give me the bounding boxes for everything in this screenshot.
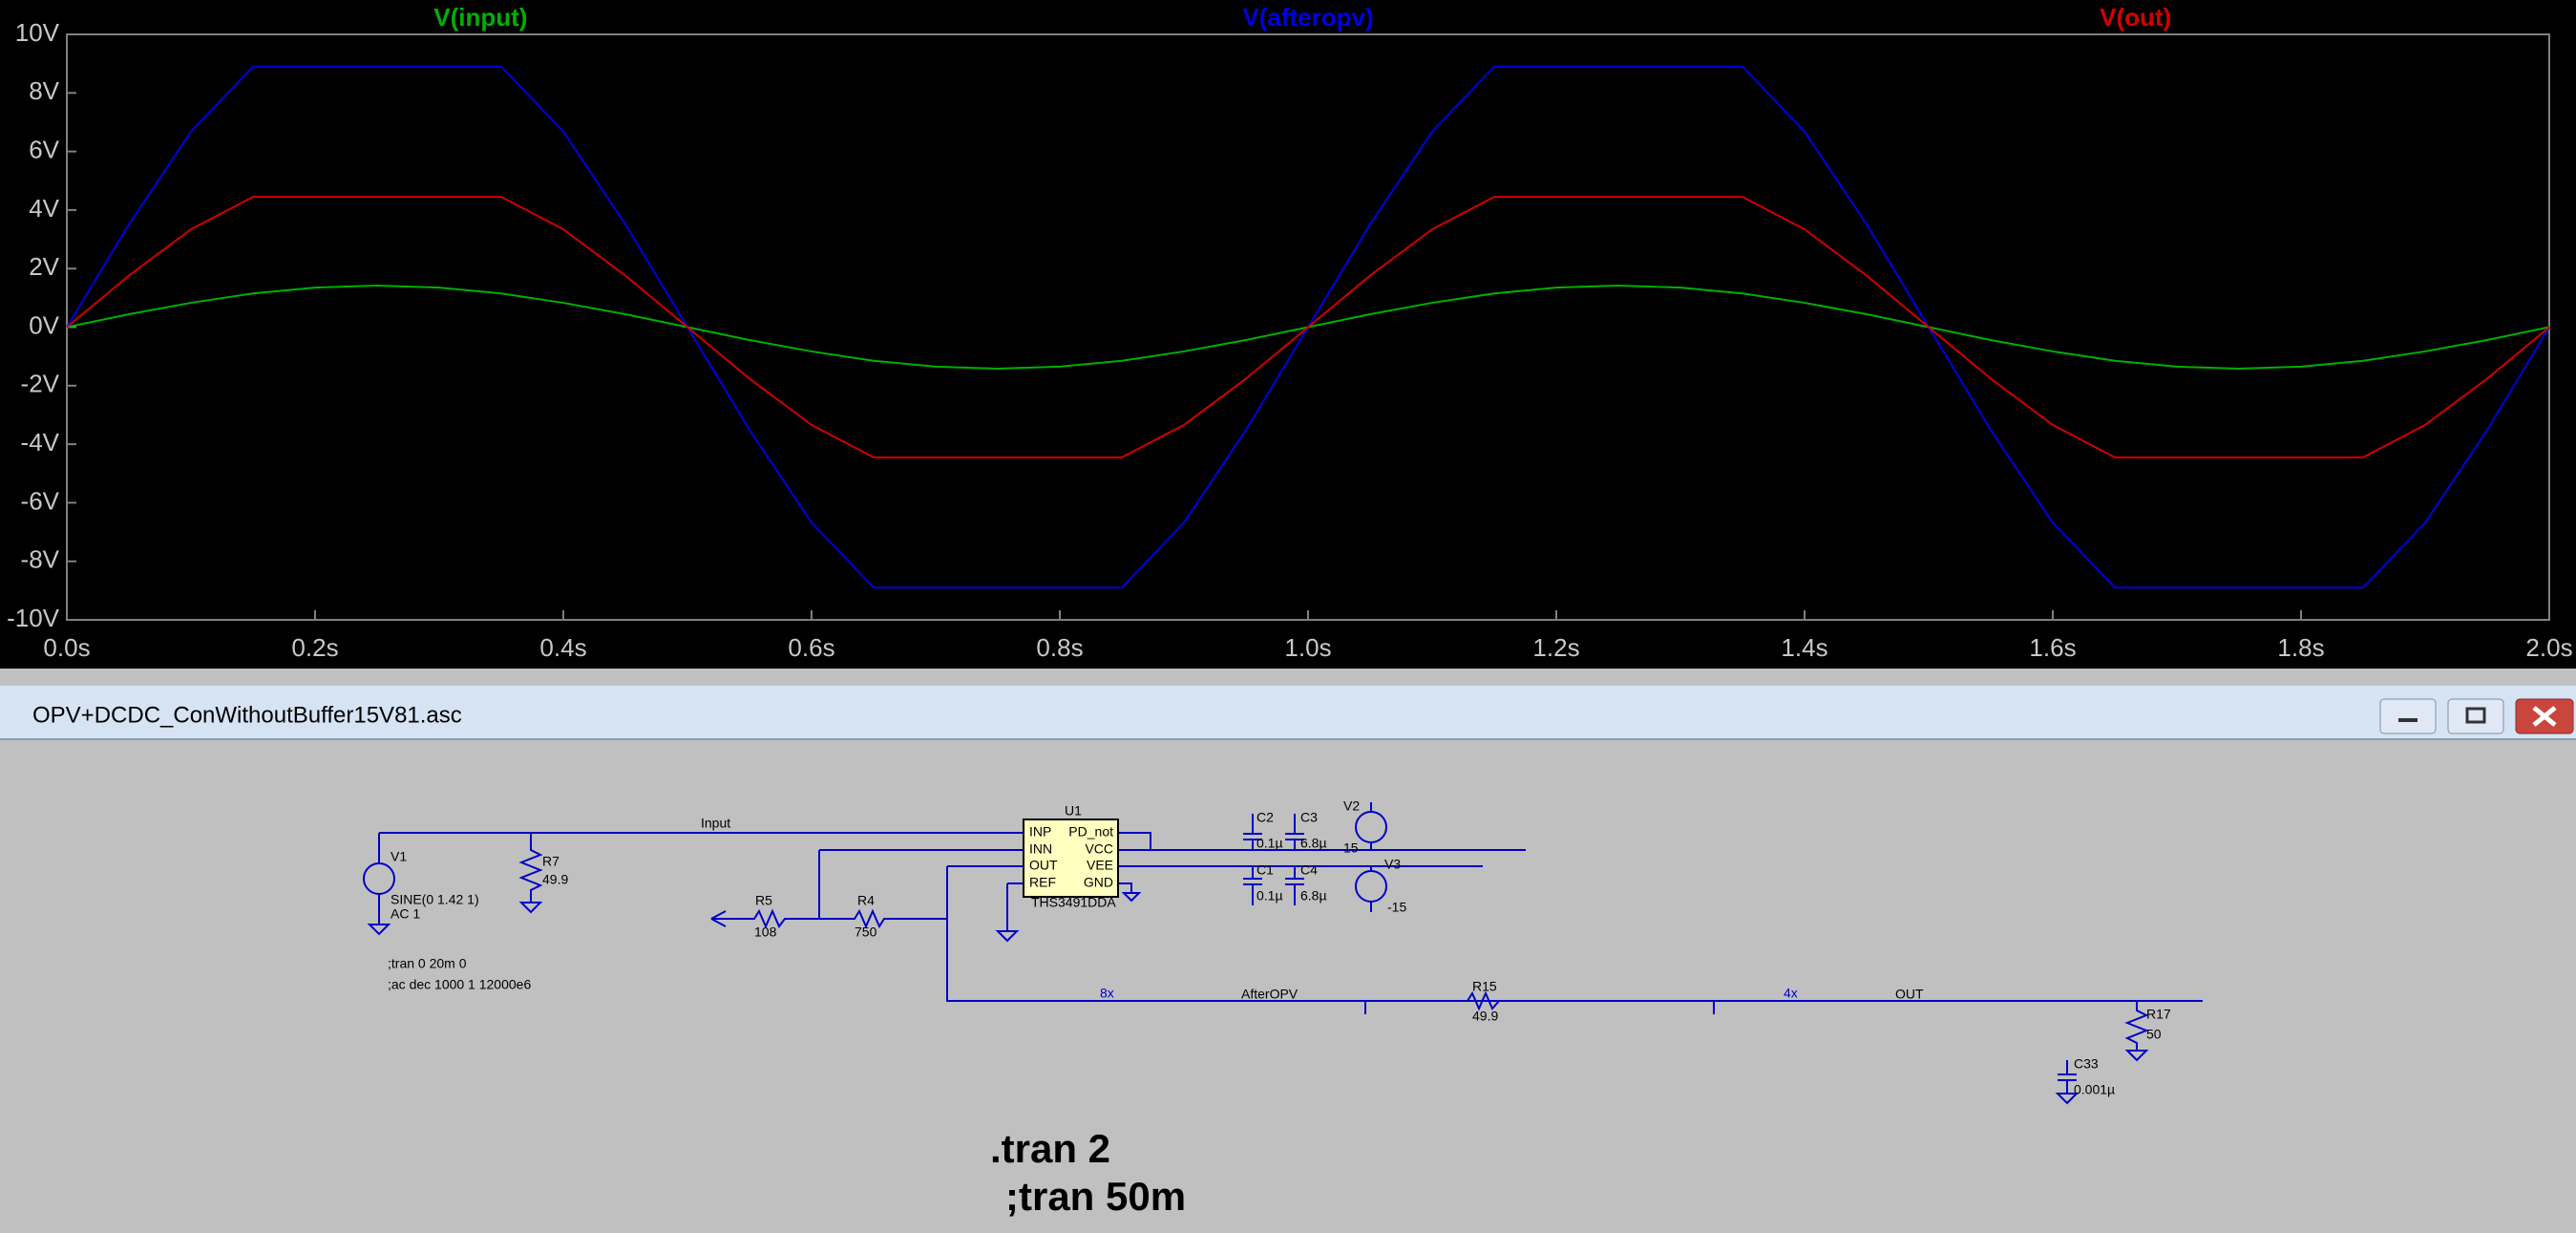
component-value: 49.9 [542, 872, 568, 887]
pin-label: REF [1029, 875, 1056, 890]
y-tick-label: 0V [29, 310, 59, 339]
legend-label: V(out) [2100, 3, 2171, 32]
component-value: 6.8µ [1300, 836, 1327, 851]
component-name: U1 [1065, 803, 1082, 818]
series-line [66, 196, 2550, 458]
y-tick-label: -6V [21, 486, 60, 515]
component-name: C3 [1300, 810, 1318, 825]
component-name: C33 [2074, 1056, 2099, 1072]
y-tick-label: -2V [21, 370, 60, 398]
component-value: -15 [1387, 900, 1406, 915]
y-tick-label: 2V [29, 252, 59, 281]
net-label: AfterOPV [1241, 987, 1299, 1002]
component-name: C1 [1256, 862, 1274, 878]
directive: .tran 2 [990, 1126, 1110, 1171]
maximize-button[interactable] [2447, 698, 2504, 734]
component-name: V2 [1343, 798, 1360, 814]
y-tick-label: 6V [29, 135, 59, 163]
y-tick-label: 10V [15, 18, 60, 47]
x-tick-label: 1.6s [2029, 633, 2076, 662]
x-tick-label: 0.0s [43, 633, 90, 662]
component-name: C4 [1300, 862, 1318, 878]
x-tick-label: 1.4s [1781, 633, 1827, 662]
title-bar [0, 686, 2576, 739]
pin-label: GND [1084, 875, 1113, 890]
pin-label: OUT [1029, 858, 1058, 873]
component-value: SINE(0 1.42 1) [391, 892, 479, 907]
y-tick-label: -4V [21, 428, 60, 457]
directive: ;tran 0 20m 0 [388, 956, 467, 971]
component-value: 6.8µ [1300, 888, 1327, 903]
comment: 8x [1100, 986, 1114, 1001]
legend-label: V(afteropv) [1242, 3, 1373, 32]
pin-label: VEE [1087, 858, 1113, 873]
x-tick-label: 1.2s [1532, 633, 1579, 662]
y-tick-label: 8V [29, 76, 59, 105]
directive: ;ac dec 1000 1 12000e6 [388, 977, 531, 992]
x-tick-label: 0.2s [291, 633, 338, 662]
x-tick-label: 2.0s [2525, 633, 2572, 662]
schematic-wires [363, 802, 2203, 1105]
component-value: AC 1 [391, 906, 420, 922]
window-title: OPV+DCDC_ConWithoutBuffer15V81.asc [32, 702, 462, 728]
component-value: 750 [855, 925, 877, 940]
x-tick-label: 1.0s [1284, 633, 1331, 662]
component-name: R4 [857, 893, 875, 908]
pin-label: PD_not [1068, 824, 1113, 840]
y-tick-label: 4V [29, 194, 59, 223]
legend-label: V(input) [433, 3, 527, 32]
component-name: R15 [1472, 979, 1497, 994]
component-name: R7 [542, 854, 560, 869]
pin-label: INN [1029, 841, 1052, 857]
x-tick-label: 0.6s [788, 633, 834, 662]
minimize-button[interactable] [2379, 698, 2437, 734]
x-tick-label: 0.8s [1036, 633, 1083, 662]
component-value: 49.9 [1472, 1009, 1498, 1024]
component-value: 0.001µ [2074, 1082, 2115, 1097]
x-tick-label: 1.8s [2277, 633, 2324, 662]
plot-pane [0, 0, 2576, 669]
component-value: 15 [1343, 840, 1359, 856]
component-value: 0.1µ [1256, 836, 1283, 851]
comment: 4x [1784, 986, 1798, 1001]
close-button[interactable] [2515, 698, 2574, 734]
pin-label: INP [1029, 824, 1051, 840]
directive: ;tran 50m [1005, 1174, 1186, 1219]
component-value: THS3491DDA [1031, 895, 1116, 910]
x-tick-label: 0.4s [539, 633, 586, 662]
component-value: 0.1µ [1256, 888, 1283, 903]
y-tick-label: -8V [21, 545, 60, 574]
component-value: 50 [2146, 1027, 2162, 1042]
pin-label: VCC [1085, 841, 1113, 857]
component-name: V1 [391, 849, 407, 864]
component-name: R17 [2146, 1007, 2171, 1022]
component-name: R5 [755, 893, 772, 908]
schematic-labels: Input V1 SINE(0 1.42 1) AC 1 R7 49.9 ;tr… [388, 798, 2171, 1219]
net-label: Input [701, 816, 730, 831]
component-name: C2 [1256, 810, 1274, 825]
plot: -10V -8V -6V -4V -2V 0V 2V 4V 6V 8V 10V 0.0s 0.2s 0.4… [7, 3, 2573, 662]
component-name: V3 [1384, 857, 1401, 872]
component-value: 108 [754, 925, 777, 940]
net-label: OUT [1895, 987, 1924, 1002]
y-tick-label: -10V [7, 604, 60, 632]
